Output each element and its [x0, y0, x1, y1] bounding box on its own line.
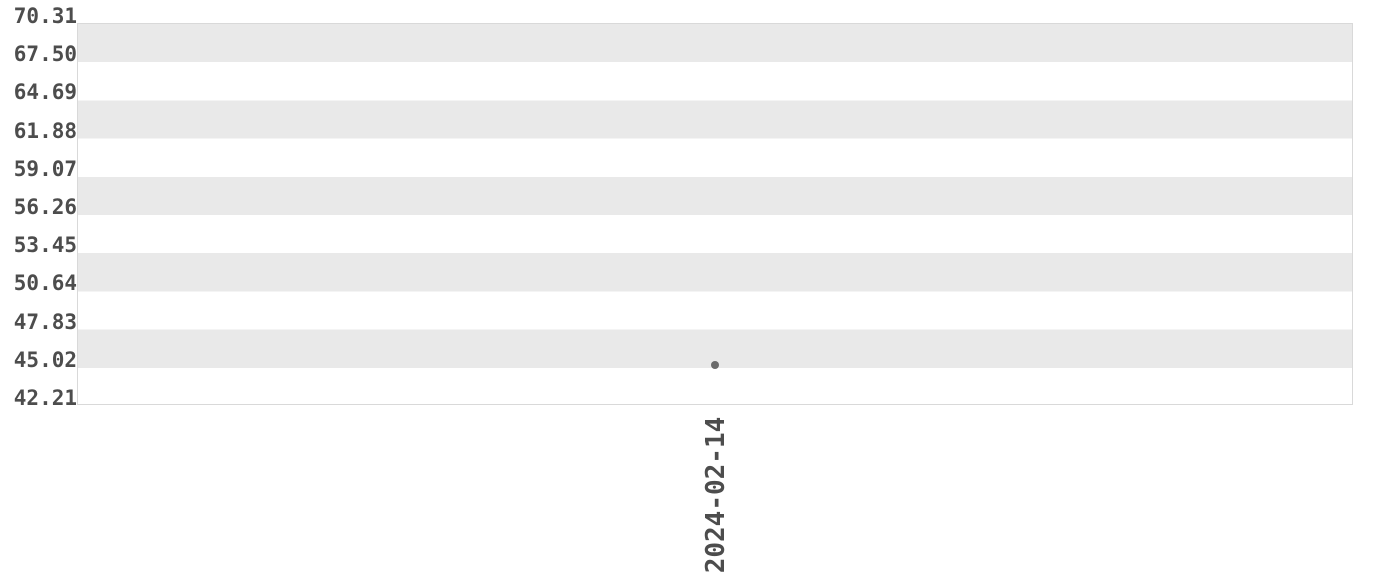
y-tick-label: 70.31	[13, 4, 77, 28]
y-tick-label: 42.21	[13, 386, 77, 410]
plot-area	[77, 23, 1353, 405]
y-tick-label: 61.88	[13, 118, 77, 143]
data-point[interactable]	[711, 360, 719, 369]
y-tick-label: 50.64	[13, 271, 77, 296]
y-tick-label: 53.45	[13, 233, 77, 258]
y-tick-label: 64.69	[13, 80, 77, 105]
x-tick-label: 2024-02-14	[701, 416, 731, 574]
y-tick-label: 47.83	[13, 309, 77, 334]
y-tick-label: 45.02	[13, 347, 77, 372]
y-tick-label: 59.07	[13, 156, 77, 181]
y-tick-label: 67.50	[13, 42, 77, 67]
y-tick-label: 56.26	[13, 195, 77, 219]
